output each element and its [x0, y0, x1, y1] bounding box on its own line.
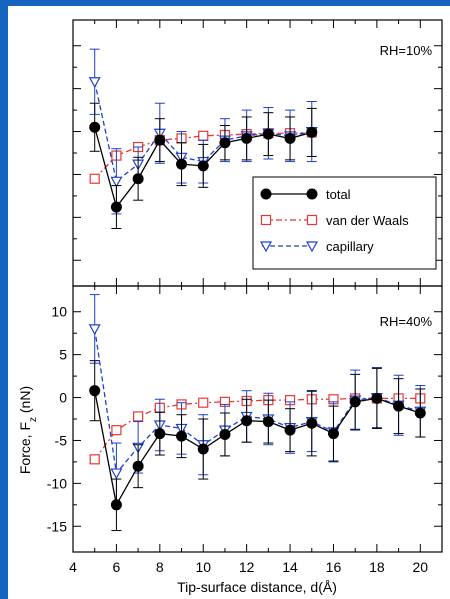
data-point	[110, 499, 122, 511]
top-panel-annotation: RH=10%	[380, 43, 433, 58]
data-point	[284, 424, 296, 436]
x-tick-label: 10	[195, 559, 211, 575]
legend-marker	[260, 214, 272, 226]
data-point	[306, 126, 318, 138]
legend-item-total: total	[260, 187, 351, 202]
legend-box	[252, 176, 437, 270]
data-point	[154, 134, 166, 146]
data-point	[88, 77, 101, 89]
data-point	[284, 132, 296, 144]
data-point	[89, 385, 101, 397]
legend-marker	[259, 241, 273, 253]
x-tick-label: 6	[113, 559, 121, 575]
data-point	[176, 158, 188, 170]
x-tick-label: 14	[282, 559, 298, 575]
data-point	[219, 428, 231, 440]
data-point	[262, 416, 274, 428]
x-axis-label: Tip-surface distance, d(Å)	[177, 579, 337, 595]
bottom-panel-series	[88, 294, 427, 532]
data-point	[241, 415, 253, 427]
frame-left-border	[0, 0, 8, 599]
data-point	[110, 201, 122, 213]
data-point	[197, 443, 209, 455]
data-point	[132, 173, 144, 185]
data-point	[89, 121, 101, 133]
data-point	[219, 137, 231, 149]
series-line	[94, 397, 421, 460]
x-tick-label: 18	[369, 559, 385, 575]
data-point	[414, 407, 426, 419]
legend-item-capillary: capillary	[259, 239, 374, 254]
data-point	[197, 160, 209, 172]
data-point	[133, 411, 144, 422]
data-point	[111, 425, 122, 436]
x-tick-label: 20	[413, 559, 429, 575]
series-total	[89, 360, 426, 532]
x-tick-label: 8	[156, 559, 164, 575]
series-total	[89, 102, 318, 230]
y-tick-label: 5	[59, 347, 67, 363]
legend-marker	[305, 241, 319, 253]
data-point	[89, 173, 100, 184]
y-tick-label: 10	[51, 304, 67, 320]
y-tick-label: -15	[47, 518, 67, 534]
legend-marker	[260, 188, 272, 200]
top-panel-series	[88, 48, 318, 230]
data-point	[88, 324, 101, 336]
series-line	[94, 390, 421, 507]
data-point	[241, 132, 253, 144]
data-point	[110, 468, 123, 480]
legend-marker	[306, 188, 318, 200]
data-point	[349, 396, 361, 408]
data-point	[110, 176, 123, 188]
axis-ticks: 10 5 0 -5 -10 -15 4 6 8 10 12 14 16 18 20	[47, 20, 443, 575]
data-point	[198, 130, 209, 141]
legend-marker	[306, 214, 318, 226]
data-point	[371, 392, 383, 404]
y-axis-label: Force, Fz (nN)	[17, 386, 39, 474]
x-tick-label: 16	[326, 559, 342, 575]
data-point	[198, 397, 209, 408]
data-point	[132, 460, 144, 472]
bottom-panel-annotation: RH=40%	[380, 314, 433, 329]
data-point	[306, 417, 318, 429]
data-point	[262, 128, 274, 140]
legend-item-van-der-waals: van der Waals	[260, 213, 409, 228]
y-tick-label: -10	[47, 475, 67, 491]
data-point	[327, 428, 339, 440]
series-line	[94, 328, 421, 475]
data-point	[393, 400, 405, 412]
data-point	[154, 428, 166, 440]
data-point	[89, 454, 100, 465]
legend: total van der Waals capillary	[252, 176, 437, 270]
frame-top-border	[0, 0, 450, 6]
data-point	[176, 430, 188, 442]
y-tick-label: -5	[55, 432, 68, 448]
series-line	[94, 81, 312, 183]
y-tick-label: 0	[59, 390, 67, 406]
x-tick-label: 4	[69, 559, 77, 575]
legend-label: capillary	[326, 239, 374, 254]
legend-label: van der Waals	[326, 213, 409, 228]
x-tick-label: 12	[239, 559, 255, 575]
legend-label: total	[326, 187, 351, 202]
